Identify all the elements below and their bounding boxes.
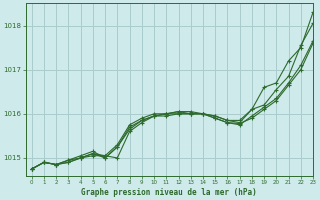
X-axis label: Graphe pression niveau de la mer (hPa): Graphe pression niveau de la mer (hPa) xyxy=(82,188,257,197)
